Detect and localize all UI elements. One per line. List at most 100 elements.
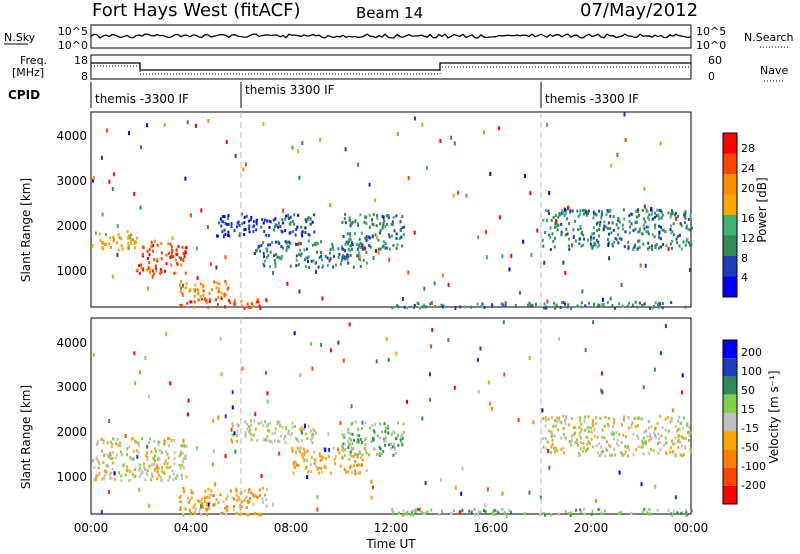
- range-cell: [682, 436, 685, 440]
- range-cell: [348, 248, 351, 252]
- range-cell: [217, 501, 220, 505]
- range-cell: [559, 305, 562, 309]
- range-cell: [216, 303, 219, 306]
- scatter-echo: [430, 344, 433, 349]
- range-cell: [376, 452, 379, 456]
- range-cell: [243, 233, 246, 237]
- range-cell: [587, 440, 590, 444]
- range-cell: [659, 237, 662, 241]
- range-cell: [575, 508, 578, 512]
- range-cell: [159, 268, 162, 272]
- range-cell: [583, 428, 586, 432]
- range-cell: [609, 214, 612, 218]
- range-cell: [340, 448, 343, 452]
- colorbar-frame: [722, 339, 738, 505]
- range-cell: [596, 435, 599, 439]
- velocity-cbar-tick: 15: [741, 403, 755, 416]
- range-cell: [562, 211, 565, 215]
- range-cell: [568, 440, 571, 444]
- scatter-echo: [147, 394, 150, 399]
- range-cell: [655, 243, 658, 247]
- range-cell: [592, 210, 595, 214]
- scatter-echo: [503, 372, 506, 377]
- range-cell: [654, 211, 657, 215]
- range-cell: [441, 509, 444, 513]
- scatter-echo: [357, 162, 360, 167]
- scatter-echo: [653, 367, 656, 372]
- range-cell: [253, 419, 256, 423]
- range-cell: [658, 437, 660, 441]
- range-cell: [130, 233, 133, 237]
- range-cell: [606, 448, 609, 452]
- range-cell: [109, 455, 112, 458]
- range-cell: [644, 442, 647, 446]
- range-cell: [194, 511, 196, 515]
- range-cell: [320, 254, 323, 258]
- range-cell: [280, 254, 283, 258]
- range-cell: [134, 439, 137, 443]
- range-cell: [564, 436, 567, 439]
- range-cell: [291, 425, 294, 429]
- range-cell: [556, 228, 559, 232]
- scatter-echo: [482, 130, 485, 135]
- range-cell: [386, 246, 389, 250]
- range-cell: [476, 302, 479, 306]
- range-cell: [395, 236, 398, 240]
- range-cell: [295, 463, 298, 467]
- range-cell: [597, 508, 600, 512]
- range-cell: [262, 424, 265, 428]
- range-cell: [643, 430, 646, 434]
- range-cell: [302, 447, 305, 451]
- range-cell: [586, 436, 589, 440]
- range-cell: [210, 288, 213, 291]
- range-cell: [294, 233, 297, 237]
- range-cell: [549, 451, 552, 455]
- range-cell: [560, 447, 563, 451]
- range-cell: [102, 247, 105, 251]
- range-cell: [669, 242, 672, 246]
- range-cell: [133, 246, 136, 250]
- range-cell: [390, 442, 393, 446]
- range-cell: [292, 471, 295, 475]
- range-cell: [581, 449, 584, 453]
- range-cell: [307, 239, 310, 243]
- range-cell: [654, 436, 657, 440]
- range-cell: [651, 209, 654, 213]
- range-cell: [673, 510, 676, 514]
- scatter-echo: [370, 495, 373, 500]
- range-cell: [309, 429, 312, 433]
- range-cell: [685, 436, 687, 440]
- range-cell: [268, 219, 271, 223]
- range-cell: [364, 443, 367, 447]
- range-cell: [586, 238, 589, 242]
- range-cell: [429, 302, 432, 306]
- range-cell: [679, 440, 682, 444]
- range-cell: [643, 507, 646, 511]
- power-cbar-tick: 4: [741, 271, 748, 284]
- range-cell: [224, 280, 227, 283]
- range-cell: [555, 303, 558, 307]
- range-cell: [309, 438, 312, 442]
- range-cell: [680, 224, 683, 228]
- range-cell: [409, 513, 412, 517]
- range-cell: [562, 301, 565, 305]
- scatter-echo: [454, 306, 457, 310]
- range-cell: [473, 508, 476, 511]
- range-cell: [674, 436, 677, 440]
- range-cell: [611, 430, 614, 434]
- range-cell: [227, 233, 230, 237]
- range-cell: [387, 426, 390, 430]
- range-cell: [168, 466, 171, 469]
- range-cell: [109, 456, 112, 460]
- range-cell: [358, 450, 361, 454]
- scatter-echo: [395, 351, 398, 356]
- scatter-echo: [644, 263, 647, 268]
- range-cell: [677, 234, 680, 238]
- range-cell: [339, 464, 342, 468]
- range-cell: [401, 436, 404, 440]
- range-cell: [157, 443, 160, 447]
- scatter-echo: [623, 112, 626, 117]
- range-cell: [671, 211, 674, 215]
- range-cell: [257, 422, 260, 425]
- scatter-echo: [477, 235, 480, 240]
